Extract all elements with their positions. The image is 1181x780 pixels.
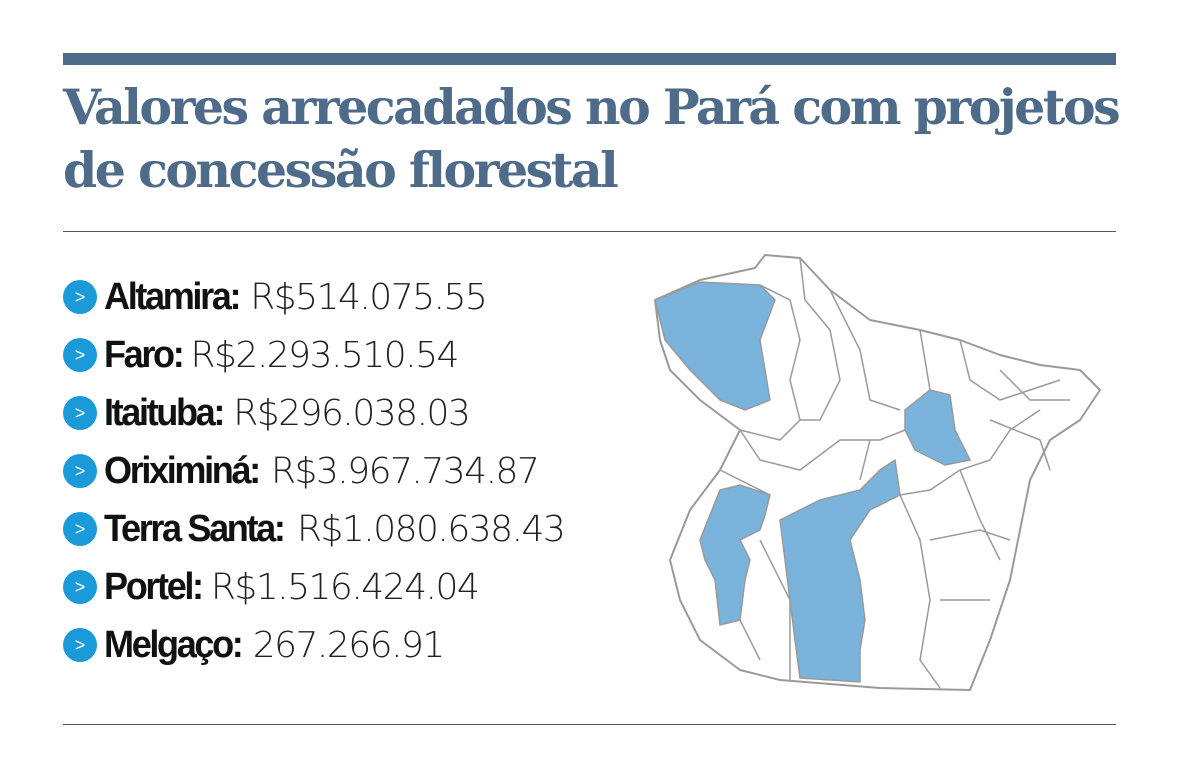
top-bar [63,53,1116,65]
municipality-name: Oriximiná: [104,449,261,492]
chevron-right-icon: > [63,570,97,604]
list-item: > Oriximiná: R$3.967.734.87 [63,442,564,500]
list-item: > Faro: R$2.293.510.54 [63,326,564,384]
chevron-right-icon: > [63,338,97,372]
municipality-value: R$1.080.638.43 [296,508,566,550]
list-item: > Altamira: R$514.075.55 [63,268,564,326]
page-title: Valores arrecadados no Pará com projetos… [63,78,1121,199]
municipality-name: Faro: [104,333,185,376]
chevron-right-icon: > [63,396,97,430]
municipality-name: Melgaço: [104,623,244,666]
municipality-name: Portel: [104,565,204,608]
divider-bottom [63,724,1116,725]
chevron-right-icon: > [63,454,97,488]
municipality-name: Terra Santa: [104,507,286,550]
municipality-value: R$2.293.510.54 [190,334,460,376]
municipality-center-east [904,389,972,466]
municipality-value: R$514.075.55 [250,276,488,318]
divider-top [63,231,1116,232]
municipality-northwest [654,281,776,411]
values-list: > Altamira: R$514.075.55 > Faro: R$2.293.510.… [63,268,566,674]
municipality-value: 267.266.91 [252,624,446,666]
municipality-name: Altamira: [104,275,241,318]
municipality-west [699,484,771,626]
municipality-value: R$1.516.424.04 [210,566,480,608]
list-item: > Portel: R$1.516.424.04 [63,558,564,616]
municipal-boundaries [719,257,1070,689]
list-item: > Terra Santa: R$1.080.638.43 [63,500,566,558]
para-map [654,254,1101,691]
chevron-right-icon: > [63,512,97,546]
municipality-value: R$3.967.734.87 [270,450,540,492]
municipality-south [779,458,901,683]
list-item: > Itaituba: R$296.038.03 [63,384,564,442]
chevron-right-icon: > [63,628,97,662]
chevron-right-icon: > [63,280,97,314]
municipality-value: R$296.038.03 [233,392,471,434]
highlighted-municipalities [654,281,972,683]
list-item: > Melgaço: 267.266.91 [63,616,564,674]
municipality-name: Itaituba: [104,391,225,434]
